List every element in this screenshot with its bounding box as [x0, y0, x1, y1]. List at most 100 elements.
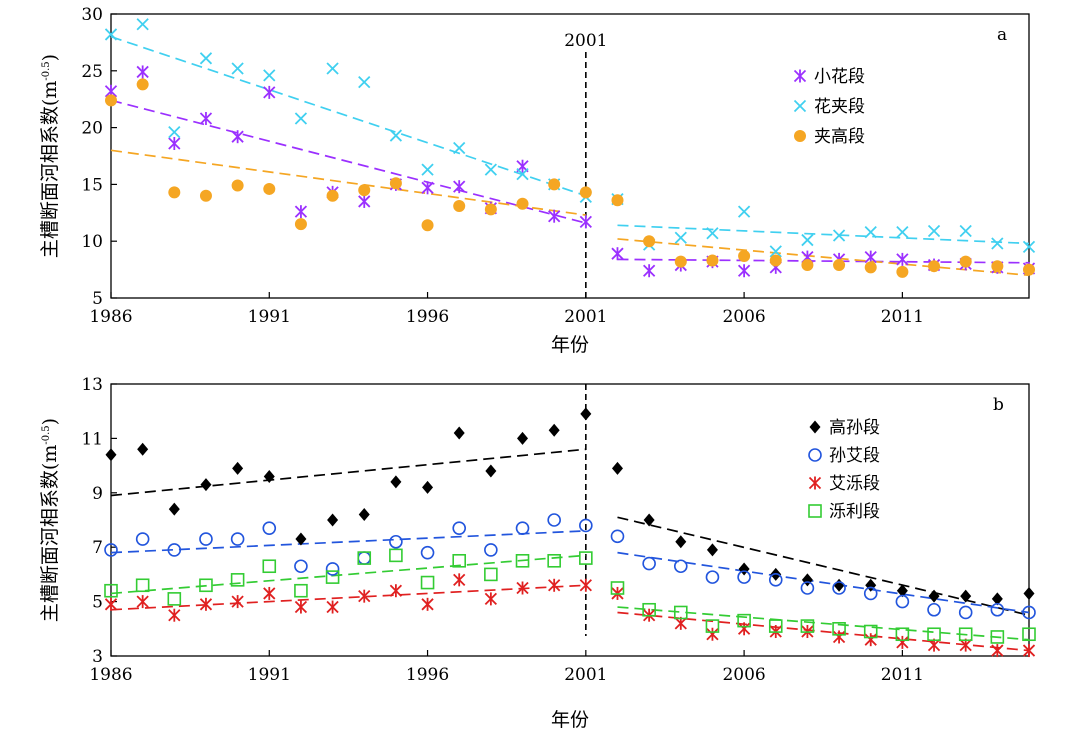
- data-point-shape: [548, 178, 561, 191]
- data-point: [706, 543, 718, 557]
- legend-label: 花夹段: [814, 97, 865, 117]
- data-point-shape: [389, 548, 403, 563]
- data-point: [769, 254, 782, 267]
- data-point-shape: [673, 605, 688, 620]
- data-point-shape: [738, 249, 751, 262]
- data-point-shape: [515, 521, 530, 535]
- data-point: [231, 179, 244, 192]
- data-point: [105, 94, 117, 107]
- data-point: [1023, 586, 1035, 600]
- data-point: [135, 532, 150, 546]
- data-point: [389, 534, 403, 549]
- data-point-shape: [232, 461, 244, 475]
- data-point: [295, 532, 307, 546]
- data-point: [326, 62, 339, 75]
- data-point-stroke: [959, 224, 972, 238]
- data-point: [420, 545, 435, 560]
- trend-line: [617, 551, 1030, 614]
- data-point: [232, 461, 244, 475]
- data-point: [358, 76, 371, 89]
- data-point: [864, 225, 877, 239]
- data-point: [389, 177, 402, 190]
- data-point: [991, 644, 1004, 658]
- legend-marker-shape: [808, 448, 822, 462]
- data-point: [358, 589, 371, 603]
- data-point-shape: [863, 586, 878, 601]
- data-point: [1023, 263, 1035, 276]
- data-point-stroke: [199, 52, 213, 65]
- data-point-shape: [452, 553, 467, 568]
- legend-marker: [808, 504, 822, 518]
- data-point: [675, 535, 687, 549]
- data-point: [104, 28, 118, 41]
- data-point: [263, 182, 276, 195]
- trend-line: [110, 554, 586, 595]
- data-point: [168, 502, 180, 516]
- data-point-stroke: [453, 141, 466, 155]
- data-point: [167, 543, 182, 557]
- data-point-shape: [484, 543, 498, 557]
- data-point: [737, 622, 751, 636]
- x-tick-label: 2001: [564, 665, 607, 685]
- trend-line: [617, 224, 1030, 245]
- data-point: [484, 163, 497, 176]
- data-point: [990, 630, 1005, 644]
- trend-line: [110, 530, 586, 554]
- data-point: [895, 627, 910, 642]
- data-point: [643, 235, 656, 248]
- data-point-shape: [896, 584, 908, 598]
- legend-label: 小花段: [814, 67, 865, 87]
- data-point: [991, 260, 1004, 273]
- data-point: [706, 254, 719, 267]
- data-point: [768, 573, 783, 587]
- data-point: [453, 141, 466, 155]
- legend-label: 泺利段: [829, 502, 880, 522]
- divider-label: 2001: [564, 31, 607, 51]
- panel-label: b: [993, 395, 1004, 415]
- data-point-shape: [326, 189, 339, 202]
- data-point-shape: [768, 573, 783, 587]
- data-point: [104, 583, 118, 598]
- data-point-stroke: [168, 126, 181, 139]
- data-point-shape: [294, 583, 308, 598]
- data-point-shape: [263, 469, 275, 483]
- data-point: [959, 255, 972, 268]
- panel-a: a 年份 主槽断面河相系数(m-0.5) 1986 1991 1996 2001 200…: [39, 5, 1036, 356]
- data-point: [896, 225, 909, 239]
- data-point: [199, 532, 213, 546]
- data-point: [358, 184, 371, 197]
- data-point-shape: [958, 627, 973, 642]
- data-point-shape: [1023, 586, 1035, 600]
- data-point-stroke: [484, 163, 497, 176]
- data-point-shape: [864, 261, 877, 274]
- data-point-stroke: [326, 62, 339, 75]
- data-point: [991, 237, 1004, 250]
- legend-marker: [808, 476, 822, 490]
- x-tick-label: 1996: [406, 307, 449, 327]
- data-point-stroke: [769, 245, 782, 258]
- data-point: [833, 578, 845, 592]
- data-point: [358, 508, 370, 522]
- data-point: [326, 600, 339, 614]
- data-point-shape: [706, 254, 719, 267]
- data-point-shape: [833, 578, 845, 592]
- legend-label: 高孙段: [829, 418, 880, 438]
- data-point: [960, 589, 972, 603]
- data-point-shape: [643, 513, 655, 527]
- trend-line: [110, 584, 586, 611]
- data-point: [737, 205, 751, 218]
- data-point-shape: [832, 581, 846, 595]
- data-point-shape: [168, 186, 181, 199]
- data-point: [485, 464, 497, 478]
- data-point: [832, 630, 846, 644]
- data-point: [737, 570, 751, 584]
- data-point: [896, 584, 908, 598]
- data-point: [484, 567, 498, 582]
- data-point-shape: [136, 78, 149, 91]
- data-point-stroke: [896, 225, 909, 239]
- data-point: [484, 203, 497, 216]
- data-point: [453, 426, 465, 440]
